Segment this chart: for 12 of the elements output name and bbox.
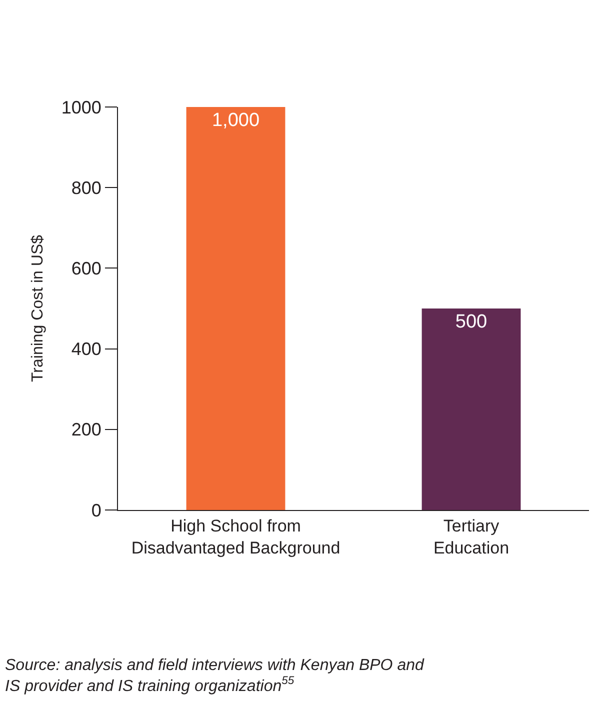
data-label: 500 — [455, 312, 488, 332]
x-tick-label: High School from Disadvantaged Background — [131, 516, 340, 558]
y-tick-label: 0 — [91, 500, 102, 520]
y-tick-label: 400 — [71, 339, 102, 360]
y-axis-title: Training Cost in US$ — [29, 234, 46, 382]
source-note: Source: analysis and field interviews with Kenyan BPO and IS provider and IS training organization$^{55}$ — [5, 657, 425, 695]
data-label: 1,000 — [212, 110, 260, 131]
y-tick-label: 200 — [71, 420, 102, 440]
y-tick-label: 1000 — [61, 97, 102, 118]
y-tick-label: 600 — [71, 258, 102, 278]
y-tick-label: 800 — [71, 178, 102, 198]
x-tick-label: Tertiary Education — [433, 516, 510, 558]
